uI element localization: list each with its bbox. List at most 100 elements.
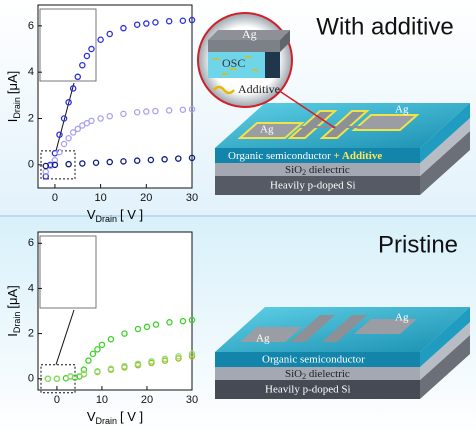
data-point xyxy=(88,117,95,125)
y-tick-label: 4 xyxy=(28,282,34,294)
data-point xyxy=(83,52,91,60)
data-point xyxy=(97,36,104,43)
data-point xyxy=(97,115,104,122)
data-point xyxy=(106,112,113,120)
data-point xyxy=(161,355,169,363)
data-point xyxy=(94,346,101,353)
y-axis-label: IDrain [μA] xyxy=(5,71,22,123)
data-point xyxy=(65,99,72,106)
data-point xyxy=(120,24,127,32)
data-point xyxy=(134,325,142,333)
data-point xyxy=(74,125,82,133)
data-point xyxy=(79,61,86,69)
data-point xyxy=(133,157,141,164)
device-bottom: Ag Ag Organic semiconductor SiO2 dielect… xyxy=(215,307,470,399)
zoom-inset: Ag OSC Additive xyxy=(197,12,336,129)
data-point xyxy=(44,375,52,382)
data-point xyxy=(166,319,173,326)
data-point xyxy=(152,107,159,115)
data-point xyxy=(121,330,128,337)
data-point xyxy=(188,154,196,162)
data-point xyxy=(56,148,63,156)
data-point xyxy=(98,341,106,349)
y-tick-label: 4 xyxy=(28,66,34,78)
data-point xyxy=(175,155,182,162)
label-part: V xyxy=(87,409,96,424)
data-point xyxy=(188,316,196,324)
data-point xyxy=(179,317,187,325)
label-part: Drain xyxy=(96,214,118,224)
data-point xyxy=(188,350,196,358)
data-point xyxy=(188,105,196,113)
inset-box xyxy=(39,235,97,309)
label-part: Drain xyxy=(96,416,118,426)
x-axis-label: VDrain[ V ] xyxy=(87,207,143,224)
data-point xyxy=(74,73,82,81)
data-point xyxy=(56,131,63,138)
label-part: [ V ] xyxy=(120,409,143,424)
zoom-arrow xyxy=(55,309,75,365)
data-point xyxy=(89,350,97,358)
data-point xyxy=(188,16,196,24)
x-tick-label: 0 xyxy=(54,394,60,406)
data-point xyxy=(148,358,155,365)
layer-label: Organic semiconductor + Additive xyxy=(228,150,382,162)
data-point xyxy=(53,375,61,382)
electrode-label: Ag xyxy=(260,124,274,136)
y-tick-label: 0 xyxy=(28,373,34,385)
layer-label: SiO2 dielectric xyxy=(285,164,350,177)
data-point xyxy=(106,30,113,38)
x-tick-label: 10 xyxy=(94,192,106,204)
label-part: V xyxy=(87,207,96,222)
data-point xyxy=(67,372,74,380)
data-point xyxy=(80,366,88,373)
x-axis-label: VDrain[ V ] xyxy=(87,409,143,426)
y-tick-label: 6 xyxy=(28,237,34,249)
label-part: [μA] xyxy=(5,71,20,94)
data-point xyxy=(188,352,196,360)
data-point xyxy=(165,107,173,114)
data-point xyxy=(94,368,101,375)
data-point xyxy=(65,160,72,168)
device-top: Ag Ag Organic semiconductor + Additive S… xyxy=(215,103,470,195)
x-tick-label: 0 xyxy=(52,192,58,204)
data-point xyxy=(80,370,88,377)
inset-label: OSC xyxy=(222,56,245,70)
label-part: I xyxy=(5,119,20,123)
label-part: I xyxy=(5,333,20,337)
data-point xyxy=(51,161,59,169)
data-point xyxy=(120,158,127,165)
layer-label: SiO2 dielectric xyxy=(285,368,350,381)
x-tick-label: 30 xyxy=(186,192,198,204)
zoom-arrow xyxy=(55,82,75,151)
data-point xyxy=(107,365,115,373)
data-point xyxy=(69,85,77,92)
y-tick-label: 2 xyxy=(28,327,34,339)
x-tick-label: 20 xyxy=(140,192,152,204)
data-point xyxy=(92,159,100,167)
electrode-label: Ag xyxy=(395,312,409,324)
data-point xyxy=(175,355,182,362)
data-point xyxy=(165,17,173,25)
panel-title: With additive xyxy=(316,13,453,40)
data-point xyxy=(79,160,86,167)
label-part: Drain xyxy=(12,312,22,334)
inset-label: Additive xyxy=(238,82,280,96)
data-point xyxy=(134,360,142,368)
data-point xyxy=(69,129,77,136)
electrode-label: Ag xyxy=(395,104,409,116)
x-tick-label: 30 xyxy=(186,394,198,406)
label-part: [μA] xyxy=(5,285,20,308)
y-axis-label: IDrain [μA] xyxy=(5,285,22,337)
data-point xyxy=(60,140,68,148)
data-point xyxy=(179,106,187,113)
data-point xyxy=(120,110,127,118)
plot-area xyxy=(37,231,193,391)
inset-label: Ag xyxy=(242,27,257,41)
data-point xyxy=(152,19,159,26)
layer-label: Heavily p-doped Si xyxy=(270,180,356,192)
layer-label: Heavily p-doped Si xyxy=(265,384,351,396)
data-point xyxy=(133,21,141,28)
data-point xyxy=(85,357,92,364)
